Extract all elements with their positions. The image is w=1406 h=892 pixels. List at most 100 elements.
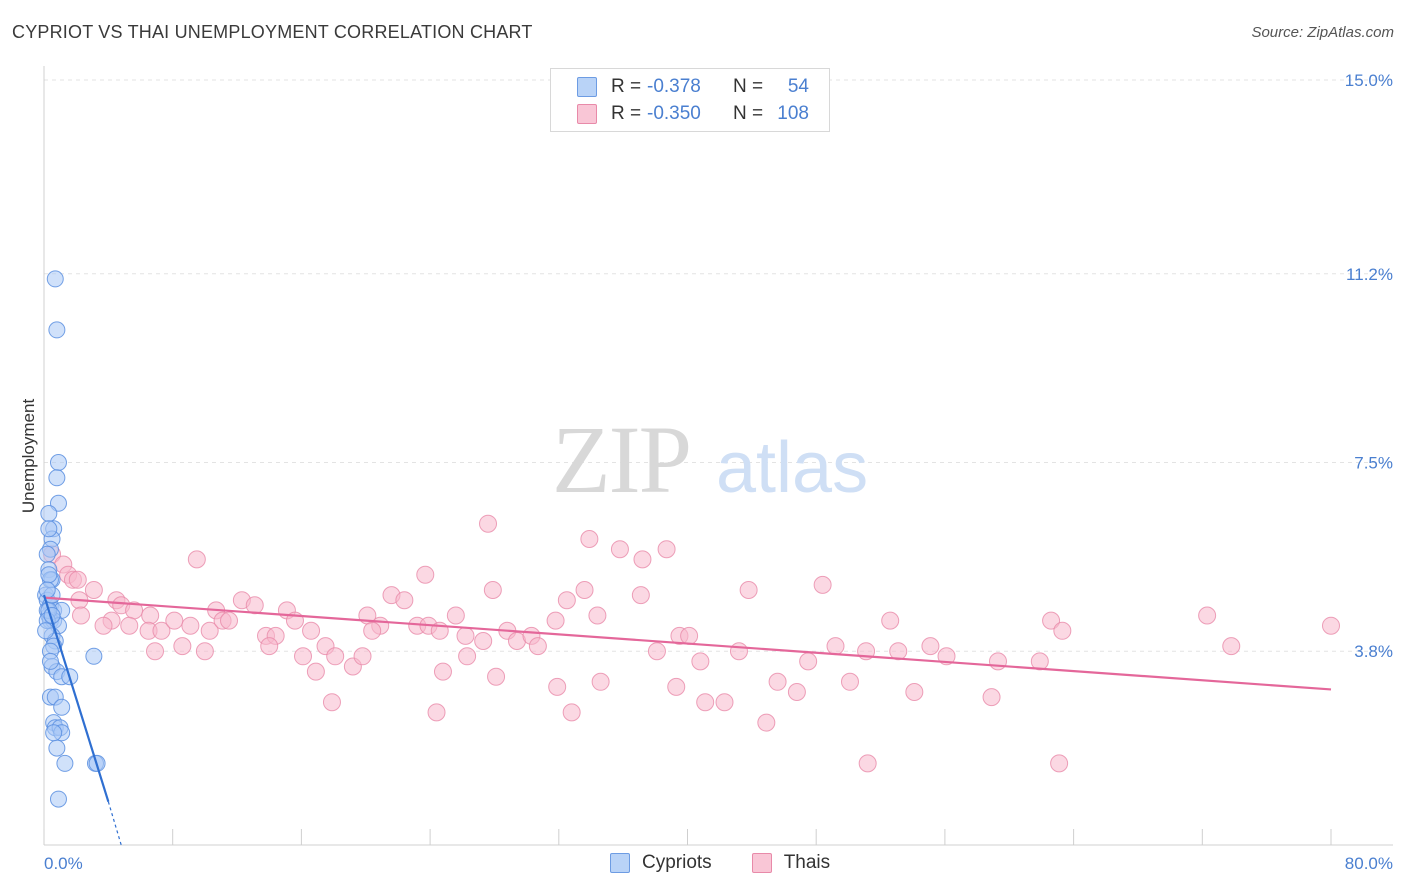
thai-point xyxy=(715,693,734,712)
thai-point xyxy=(94,616,113,635)
thai-point xyxy=(1322,616,1340,635)
legend-item-thais[interactable]: Thais xyxy=(751,852,831,874)
thai-point xyxy=(84,581,103,599)
axes xyxy=(43,66,1393,846)
thai-points xyxy=(43,514,1340,773)
thai-point xyxy=(141,606,160,625)
y-tick-label: 7.5% xyxy=(1354,454,1393,473)
thai-point xyxy=(152,621,171,640)
stats-legend: R = -0.378 N = 54 R = -0.350 N = 108 xyxy=(550,68,830,132)
thai-point xyxy=(458,647,477,666)
thai-point xyxy=(245,596,264,615)
cypriot-point xyxy=(46,270,64,288)
thai-point xyxy=(1053,621,1072,640)
thai-point xyxy=(181,616,200,635)
cypriot-point xyxy=(40,505,58,522)
thai-point xyxy=(889,642,908,661)
thai-point xyxy=(68,570,87,589)
cypriot-trend-line xyxy=(42,594,110,802)
thai-point xyxy=(546,611,565,630)
trend-lines xyxy=(42,594,1332,846)
thai-point xyxy=(1050,754,1069,773)
cypriot-trend-extension xyxy=(107,801,122,846)
thai-point xyxy=(667,677,686,696)
thai-point xyxy=(456,626,475,645)
legend-row-cypriots: R = -0.378 N = 54 xyxy=(551,74,809,100)
thai-point xyxy=(260,637,279,656)
thai-point xyxy=(881,611,900,630)
thai-point xyxy=(446,606,465,625)
thai-point xyxy=(826,637,845,656)
thai-point xyxy=(647,642,666,661)
thai-point xyxy=(739,581,758,599)
thai-point xyxy=(588,606,607,625)
thai-point xyxy=(195,642,214,661)
legend-r-value: -0.378 xyxy=(647,76,701,97)
thai-point xyxy=(921,637,940,656)
thai-point xyxy=(165,611,184,630)
cypriot-point xyxy=(40,566,58,584)
thai-point xyxy=(858,754,877,773)
cypriot-point xyxy=(40,520,58,538)
cypriot-point xyxy=(53,698,71,716)
thai-point xyxy=(120,616,139,635)
thai-point xyxy=(479,514,498,533)
thai-point xyxy=(200,621,219,640)
thai-point xyxy=(988,652,1007,671)
thai-point xyxy=(680,626,699,645)
cypriot-point xyxy=(38,581,56,599)
cypriot-point xyxy=(49,454,67,471)
thai-point xyxy=(173,637,192,656)
thai-point xyxy=(528,637,547,656)
cypriot-point xyxy=(37,622,55,640)
thai-legend-swatch xyxy=(751,853,772,873)
thai-point xyxy=(306,662,325,681)
cypriot-point xyxy=(56,754,74,772)
legend-n-label: N = xyxy=(733,76,764,97)
cypriot-swatch xyxy=(577,77,597,97)
thai-point xyxy=(1222,637,1241,656)
thai-point xyxy=(610,540,629,559)
y-tick-labels: 15.0% 11.2% 7.5% 3.8% xyxy=(1345,71,1393,661)
y-tick-label: 11.2% xyxy=(1346,265,1393,284)
legend-label-thais: Thais xyxy=(783,852,831,873)
thai-point xyxy=(1042,611,1061,630)
thai-point xyxy=(691,652,710,671)
thai-point xyxy=(363,621,382,640)
cypriot-point xyxy=(48,739,66,757)
thai-point xyxy=(483,581,502,599)
thai-point xyxy=(302,621,321,640)
legend-row-thais: R = -0.350 N = 108 xyxy=(551,101,809,127)
watermark-atlas: atlas xyxy=(716,428,868,508)
watermark-zip: ZIP xyxy=(552,406,690,513)
cypriot-point xyxy=(49,790,67,808)
cypriot-point xyxy=(48,469,66,487)
cypriot-point xyxy=(45,724,63,742)
thai-point xyxy=(72,606,91,625)
legend-item-cypriots[interactable]: Cypriots xyxy=(610,852,712,874)
thai-point xyxy=(787,683,806,701)
thai-point xyxy=(557,591,576,610)
series-legend: Cypriots Thais xyxy=(610,852,870,874)
thai-point xyxy=(562,703,581,722)
legend-n-label: N = xyxy=(733,103,764,124)
legend-r-label: R = xyxy=(611,76,642,97)
thai-point xyxy=(840,672,859,691)
thai-point xyxy=(633,550,652,569)
thai-point xyxy=(433,662,452,681)
cypriot-point xyxy=(85,647,103,665)
thai-point xyxy=(322,693,341,712)
cypriot-point xyxy=(38,545,56,563)
cypriot-point xyxy=(48,321,66,339)
thai-point xyxy=(1198,606,1217,625)
thai-point xyxy=(548,677,567,696)
legend-n-value: 54 xyxy=(787,76,809,97)
y-tick-label: 15.0% xyxy=(1345,71,1393,90)
x-tick-max: 80.0% xyxy=(1345,854,1393,873)
thai-point xyxy=(729,642,748,661)
thai-point xyxy=(326,647,345,666)
legend-r-label: R = xyxy=(611,103,642,124)
thai-point xyxy=(487,667,506,686)
thai-point xyxy=(580,530,599,548)
cypriot-legend-swatch xyxy=(610,853,630,873)
